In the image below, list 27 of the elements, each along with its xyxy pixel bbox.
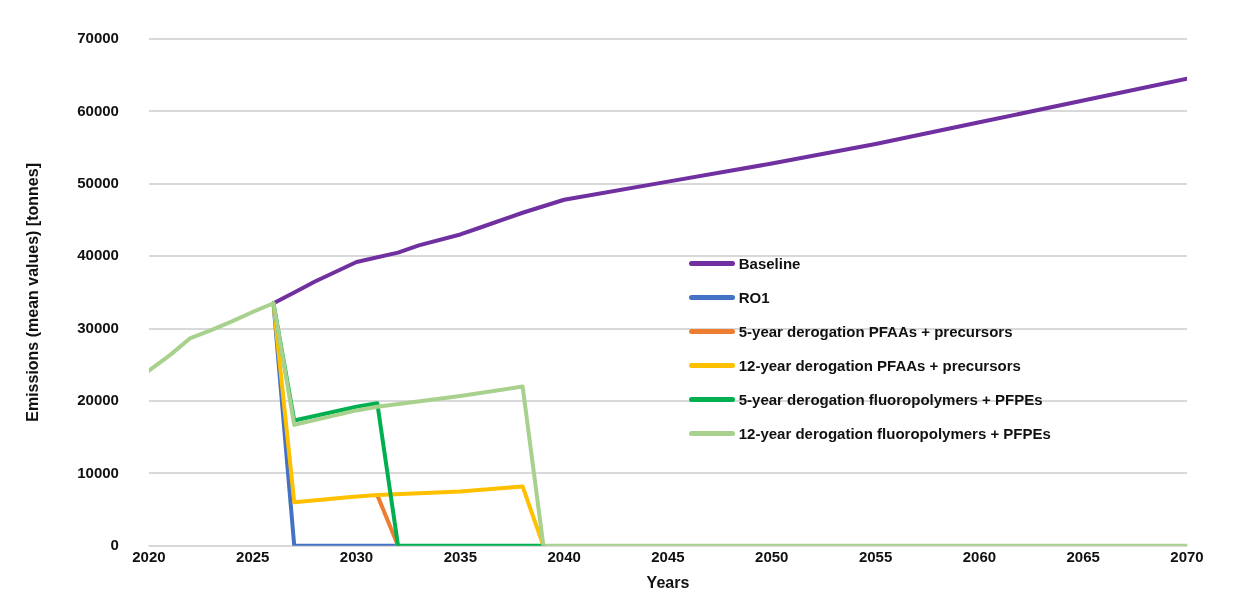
x-tick-label: 2030	[339, 547, 374, 565]
x-axis-title: Years	[646, 573, 690, 591]
x-tick-label: 2060	[962, 547, 997, 565]
y-tick-label: 10000	[77, 463, 119, 481]
x-tick-label: 2050	[755, 547, 789, 565]
x-tick-label: 2065	[1066, 547, 1100, 565]
y-tick-label: 60000	[77, 101, 119, 119]
legend-label: 5-year derogation PFAAs + precursors	[738, 323, 1013, 341]
x-tick-label: 2055	[858, 547, 893, 565]
y-tick-label: 20000	[77, 391, 119, 409]
y-tick-label: 0	[110, 535, 119, 553]
x-tick-label: 2035	[443, 547, 478, 565]
legend-label: 5-year derogation fluoropolymers + PFPEs	[738, 391, 1043, 409]
legend-label: 12-year derogation PFAAs + precursors	[738, 357, 1021, 375]
legend-label: RO1	[738, 289, 770, 307]
x-tick-label: 2025	[236, 547, 270, 565]
y-tick-label: 30000	[77, 318, 119, 336]
x-tick-label: 2040	[547, 547, 581, 565]
legend-label: Baseline	[738, 255, 801, 273]
x-tick-label: 2070	[1170, 547, 1204, 565]
y-tick-label: 50000	[77, 173, 119, 191]
y-axis-title: Emissions (mean values) [tonnes]	[24, 163, 42, 422]
x-tick-label: 2045	[651, 547, 685, 565]
legend-label: 12-year derogation fluoropolymers + PFPEs	[738, 425, 1051, 443]
x-tick-label: 2020	[132, 547, 166, 565]
y-tick-label: 40000	[77, 246, 119, 264]
y-tick-label: 70000	[77, 29, 119, 47]
